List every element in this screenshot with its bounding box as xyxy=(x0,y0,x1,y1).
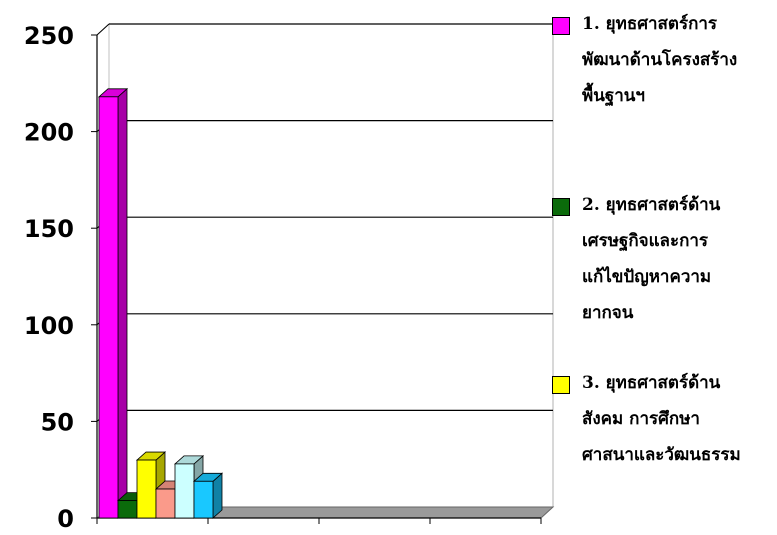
legend-swatch-1 xyxy=(552,17,570,35)
y-tick-label: 100 xyxy=(24,312,74,340)
bar-side-face xyxy=(117,87,128,519)
legend-label-2: 2. ยุทธศาสตร์ด้าน เศรษฐกิจและการ แก้ไขปั… xyxy=(582,195,721,323)
chart-back-wall xyxy=(108,23,554,508)
legend-label-3: 3. ยุทธศาสตร์ด้าน สังคม การศึกษา ศาสนาแล… xyxy=(582,373,741,465)
chart-axes xyxy=(91,22,555,524)
bar-front-face xyxy=(136,459,157,519)
bar-front-face xyxy=(193,480,214,519)
legend-item-1: 1. ยุทธศาสตร์การ พัฒนาด้านโครงสร้าง พื้น… xyxy=(552,6,777,187)
y-tick-label: 50 xyxy=(41,408,74,436)
bar-1 xyxy=(97,87,129,519)
legend-item-3: 3. ยุทธศาสตร์ด้าน สังคม การศึกษา ศาสนาแล… xyxy=(552,365,777,473)
y-tick-label: 0 xyxy=(57,505,74,533)
bar-front-face xyxy=(117,500,138,519)
chart-legend: 1. ยุทธศาสตร์การ พัฒนาด้านโครงสร้าง พื้น… xyxy=(552,6,777,473)
legend-swatch-2 xyxy=(552,198,570,216)
y-tick-labels: 0 50 100 150 200 250 xyxy=(24,22,74,533)
legend-swatch-3 xyxy=(552,376,570,394)
bar-front-face xyxy=(155,488,176,519)
chart-bars xyxy=(97,87,224,519)
y-tick-label: 250 xyxy=(24,22,74,50)
legend-label-1: 1. ยุทธศาสตร์การ พัฒนาด้านโครงสร้าง พื้น… xyxy=(582,14,738,106)
y-tick-label: 200 xyxy=(24,119,74,147)
bar-front-face xyxy=(174,463,195,519)
y-tick-label: 150 xyxy=(24,215,74,243)
legend-item-2: 2. ยุทธศาสตร์ด้าน เศรษฐกิจและการ แก้ไขปั… xyxy=(552,187,777,365)
gridline-side xyxy=(96,23,110,36)
bar-6 xyxy=(192,472,224,519)
bar-front-face xyxy=(98,96,119,519)
